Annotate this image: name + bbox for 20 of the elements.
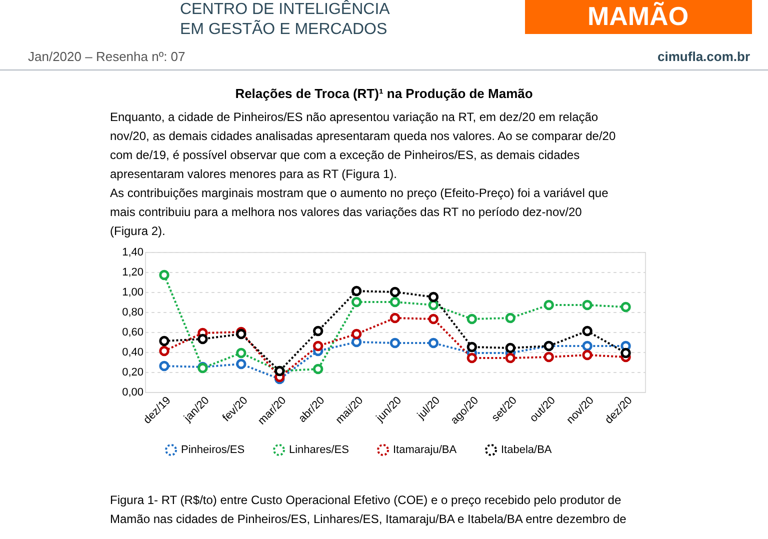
y-tick-label: 0,60 <box>122 326 144 338</box>
chart-title: Relações de Troca (RT)¹ na Produção de Mamão <box>235 86 533 101</box>
text: CENTRO DE INTELIGÊNCIA EM GESTÃO E MERCADOS <box>180 0 390 38</box>
y-tick-label: 0,20 <box>122 366 144 378</box>
legend-label: Itamaraju/BA <box>393 444 458 456</box>
y-tick-label: 0,40 <box>122 346 144 358</box>
y-tick-label: 1,40 <box>122 246 144 258</box>
legend-label: Linhares/ES <box>289 444 349 456</box>
legend-label: Pinheiros/ES <box>181 444 245 456</box>
text: Figura 1- RT (R$/to) entre Custo Operacional Efetivo (COE) e o preço recebido pelo produtor de Mamão nas cidades de Pinheiros/ES, Linhares/ES, Itamaraju/BA e Itabela/BA entre dezembro de <box>110 493 627 526</box>
text: Jan/2020 – Resenha nº: 07 <box>28 49 186 64</box>
legend-label: Itabela/BA <box>501 444 552 456</box>
text: Enquanto, a cidade de Pinheiros/ES não apresentou variação na RT, em dez/20 em relação nov/20, as demais cidades analisadas apresentaram queda nos valores. Ao se comparar de/20 com de/19, é possível observar que com a exceção de Pinheiros/ES, as demais cidades apresentaram valores menores para as RT (Figura 1). <box>110 110 616 181</box>
y-tick-label: 0,00 <box>122 386 144 398</box>
y-tick-label: 0,80 <box>122 306 144 318</box>
text: cimufla.com.br <box>658 49 750 64</box>
y-tick-label: 1,00 <box>122 286 144 298</box>
y-tick-label: 1,20 <box>122 266 144 278</box>
text: MAMÃO <box>587 1 689 31</box>
text: As contribuições marginais mostram que o aumento no preço (Efeito-Preço) foi a variável que mais contribuiu para a melhora nos valores das variações das RT no período dez-nov/20 (Figura 2). <box>110 186 609 238</box>
